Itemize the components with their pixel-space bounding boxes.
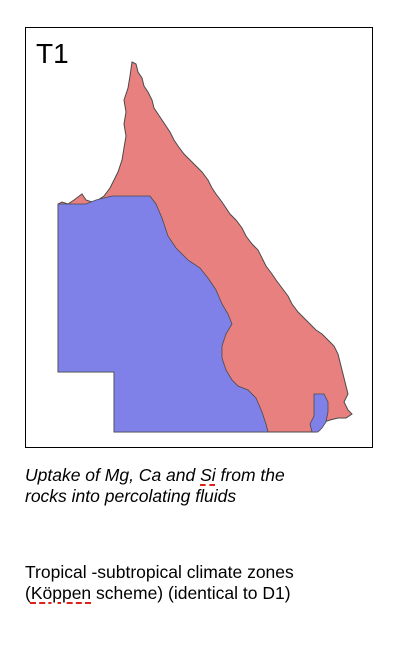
queensland-climate-map: [57, 61, 353, 433]
uptake-caption-si: Si: [200, 465, 216, 485]
uptake-caption-line2: rocks into percolating fluids: [25, 486, 237, 506]
panel-label: T1: [36, 38, 69, 69]
uptake-caption-part2: from the: [215, 465, 285, 485]
uptake-caption-part1: Uptake of Mg, Ca and: [25, 465, 201, 485]
climate-zones-koppen: Köppen: [30, 583, 92, 603]
map-panel: T1: [25, 27, 373, 448]
subtropical-enclave-region: [309, 393, 329, 433]
climate-zones-caption: Tropical -subtropical climate zones (Köp…: [25, 562, 385, 604]
climate-zones-line1: Tropical -subtropical climate zones: [25, 562, 294, 582]
climate-zones-line2-rest: scheme) (identical to D1): [91, 583, 291, 603]
uptake-caption: Uptake of Mg, Ca and Si from the rocks i…: [25, 465, 385, 507]
subtropical-zone-region: [57, 195, 269, 433]
climate-zones-open-paren: (: [25, 583, 31, 603]
